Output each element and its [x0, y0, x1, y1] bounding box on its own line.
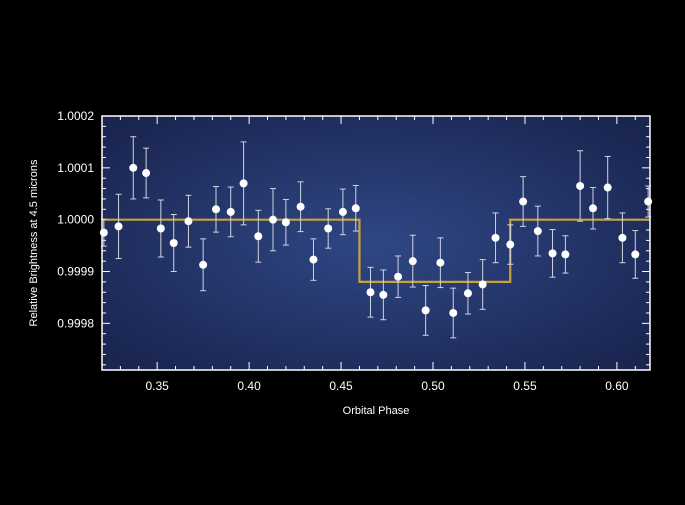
model-line-group	[102, 218, 650, 283]
data-point	[519, 197, 528, 206]
data-point	[618, 233, 627, 242]
data-point	[548, 249, 557, 258]
y-tick-label: 0.9998	[57, 316, 94, 330]
data-point	[142, 169, 151, 178]
data-point	[184, 217, 193, 226]
data-point	[631, 250, 640, 259]
y-tick-label: 1.0001	[57, 161, 94, 175]
data-point	[324, 224, 333, 233]
data-point	[199, 260, 208, 269]
data-point	[588, 204, 597, 213]
data-point	[436, 258, 445, 267]
data-point	[281, 218, 290, 227]
data-point	[269, 215, 278, 224]
data-point	[463, 289, 472, 298]
data-point	[212, 205, 221, 214]
data-point	[239, 179, 248, 188]
data-point	[351, 204, 360, 213]
x-tick-label: 0.55	[513, 379, 537, 393]
x-axis-title: Orbital Phase	[343, 405, 410, 417]
transit-model-line	[102, 218, 650, 283]
data-point	[254, 232, 263, 241]
x-tick-label: 0.40	[237, 379, 261, 393]
data-point	[99, 228, 108, 237]
data-point	[506, 240, 515, 249]
data-point	[114, 222, 123, 231]
data-point	[421, 306, 430, 315]
points-group	[99, 163, 653, 317]
x-tick-label: 0.60	[605, 379, 629, 393]
x-tick-label: 0.35	[145, 379, 169, 393]
data-point	[338, 207, 347, 216]
x-tick-labels: 0.35 0.40 0.45 0.50 0.55 0.60	[145, 379, 628, 393]
y-tick-labels: 1.0002 1.0001 1.0000 0.9999 0.9998	[57, 109, 94, 330]
data-point	[449, 308, 458, 317]
data-point	[478, 280, 487, 289]
data-point	[533, 227, 542, 236]
data-point	[644, 197, 653, 206]
y-tick-label: 1.0002	[57, 109, 94, 123]
data-point	[129, 163, 138, 172]
data-point	[576, 181, 585, 190]
data-point	[394, 272, 403, 281]
data-point	[169, 239, 178, 247]
y-tick-label: 0.9999	[57, 265, 94, 279]
data-point	[379, 290, 388, 299]
data-point	[366, 288, 375, 297]
x-tick-label: 0.50	[421, 379, 445, 393]
plot-frame	[101, 115, 651, 371]
y-axis-title: Relative Brightness at 4.5 microns	[28, 159, 40, 326]
data-point	[491, 233, 500, 242]
plot-area-background	[102, 116, 650, 370]
data-point	[408, 257, 417, 266]
data-point	[561, 250, 570, 259]
x-tick-label: 0.45	[329, 379, 353, 393]
data-point	[296, 202, 305, 211]
data-point	[156, 224, 165, 233]
y-tick-label: 1.0000	[57, 213, 94, 227]
data-point	[226, 207, 235, 216]
data-point	[603, 183, 612, 192]
data-point	[309, 255, 318, 264]
